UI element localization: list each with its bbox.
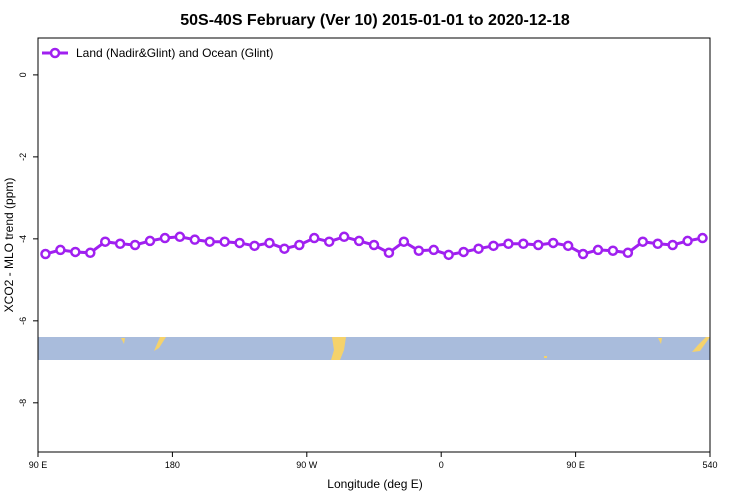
data-point (249, 240, 260, 252)
data-point (368, 239, 380, 251)
x-tick-label: 90 W (296, 460, 318, 470)
x-tick-label: 90 E (29, 460, 48, 470)
y-tick-label: -4 (18, 235, 28, 243)
data-point (189, 234, 201, 245)
y-axis-label: XCO2 - MLO trend (ppm) (2, 178, 16, 313)
data-point (562, 240, 574, 252)
data-point (622, 247, 634, 259)
y-tick-label: -6 (18, 317, 28, 325)
data-point (323, 236, 335, 247)
data-point (577, 248, 589, 260)
data-point (682, 235, 693, 247)
data-point (637, 236, 649, 247)
data-point (667, 239, 678, 251)
x-tick-label: 90 E (566, 460, 585, 470)
data-point (547, 237, 559, 249)
data-point (533, 239, 544, 251)
data-point (353, 235, 365, 247)
data-point (592, 244, 604, 256)
data-point (219, 236, 230, 247)
data-point (129, 239, 141, 251)
legend-label: Land (Nadir&Glint) and Ocean (Glint) (76, 46, 273, 60)
x-axis-label: Longitude (deg E) (327, 477, 422, 491)
data-point (279, 243, 290, 254)
data-point (114, 238, 126, 250)
y-tick-label: -2 (18, 153, 28, 161)
map-background (38, 337, 710, 360)
data-point (383, 247, 395, 259)
data-point (264, 237, 275, 249)
data-point (652, 238, 663, 250)
data-point (309, 232, 320, 244)
data-point (697, 232, 708, 244)
data-point (294, 239, 305, 251)
plot-frame (37, 37, 711, 453)
data-point (488, 240, 499, 252)
chart-title: 50S-40S February (Ver 10) 2015-01-01 to … (180, 12, 570, 29)
data-point (443, 249, 454, 261)
x-tick-label: 540 (702, 460, 717, 470)
data-point (159, 232, 171, 244)
data-point (174, 231, 186, 243)
data-point (398, 236, 410, 247)
data-point (413, 245, 425, 256)
data-point (428, 244, 439, 256)
legend-marker (49, 47, 61, 59)
data-point (234, 237, 245, 249)
x-tick-label: 0 (439, 460, 444, 470)
x-tick-label: 180 (165, 460, 180, 470)
data-point (503, 238, 514, 250)
data-point (70, 246, 81, 258)
data-point (458, 246, 469, 258)
data-point (40, 248, 51, 260)
y-tick-label: 0 (18, 72, 28, 77)
data-point (473, 243, 484, 254)
data-point (607, 245, 619, 256)
data-point (204, 236, 215, 247)
data-point (99, 236, 111, 247)
y-tick-label: -8 (18, 399, 28, 407)
data-point (85, 247, 96, 259)
data-point (144, 235, 156, 247)
data-point (338, 231, 350, 243)
data-point (518, 238, 529, 250)
data-point (55, 244, 66, 256)
